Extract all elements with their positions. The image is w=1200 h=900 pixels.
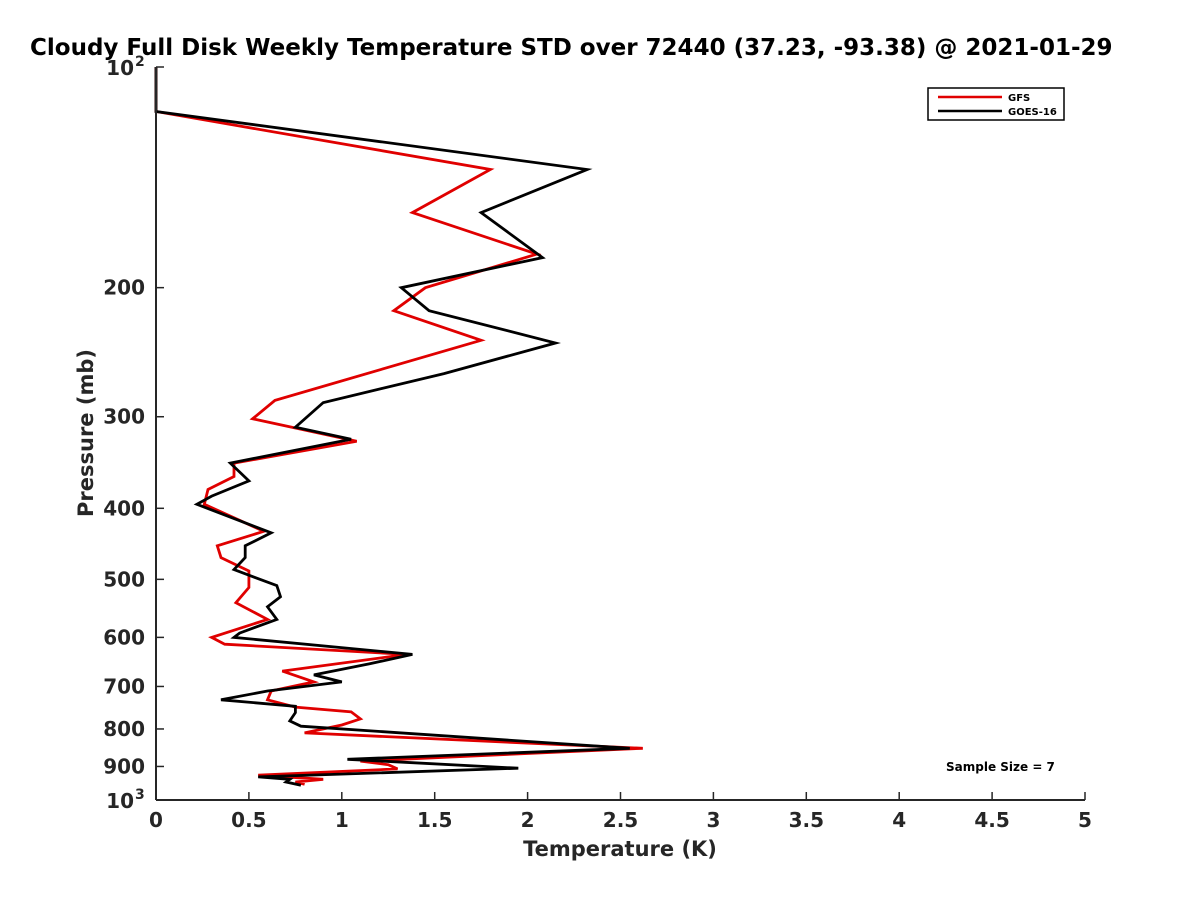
y-tick-label: 800 [103, 717, 145, 741]
x-tick-label: 5 [1078, 808, 1092, 832]
x-tick-label: 1.5 [417, 808, 452, 832]
plot-area: 0 0.5 1 1.5 2 2.5 3 3.5 4 4.5 5 10 2200300400500600… [103, 54, 1092, 832]
y-tick-label: 500 [103, 567, 145, 591]
sample-size-annotation: Sample Size = 7 [946, 760, 1055, 774]
x-tick-label: 1 [335, 808, 349, 832]
y-tick-label-exponent: 2 [135, 54, 145, 70]
x-tick-label: 3.5 [789, 808, 824, 832]
x-axis-label: Temperature (K) [523, 837, 717, 861]
series-line-goes16 [154, 67, 630, 787]
y-tick-label: 200 [103, 276, 145, 300]
legend-label-gfs: GFS [1008, 93, 1030, 104]
x-tick-label: 0.5 [231, 808, 266, 832]
y-tick-label: 300 [103, 405, 145, 429]
y-tick-label-base: 10 [106, 56, 134, 80]
x-tick-label: 0 [149, 808, 163, 832]
legend: GFS GOES-16 [927, 87, 1065, 121]
x-tick-label: 2 [521, 808, 535, 832]
y-tick-label: 700 [103, 674, 145, 698]
series-layer [154, 67, 643, 787]
x-tick-label: 4 [892, 808, 906, 832]
x-ticks: 0 0.5 1 1.5 2 2.5 3 3.5 4 4.5 5 [149, 792, 1092, 832]
chart-title: Cloudy Full Disk Weekly Temperature STD … [30, 35, 1113, 61]
x-tick-label: 3 [706, 808, 720, 832]
y-tick-label: 10 [106, 789, 134, 813]
y-tick-label: 600 [103, 625, 145, 649]
y-axis-label: Pressure (mb) [74, 349, 98, 517]
series-line-gfs [154, 67, 643, 786]
y-tick-label-base: 10 [106, 789, 134, 813]
x-tick-label: 4.5 [974, 808, 1009, 832]
legend-label-goes16: GOES-16 [1008, 107, 1057, 118]
y-tick-label-exponent: 3 [135, 787, 145, 803]
x-tick-label: 2.5 [603, 808, 638, 832]
y-tick-label: 10 [106, 56, 134, 80]
legend-box [927, 87, 1065, 121]
y-tick-label: 900 [103, 754, 145, 778]
y-tick-label: 400 [103, 496, 145, 520]
